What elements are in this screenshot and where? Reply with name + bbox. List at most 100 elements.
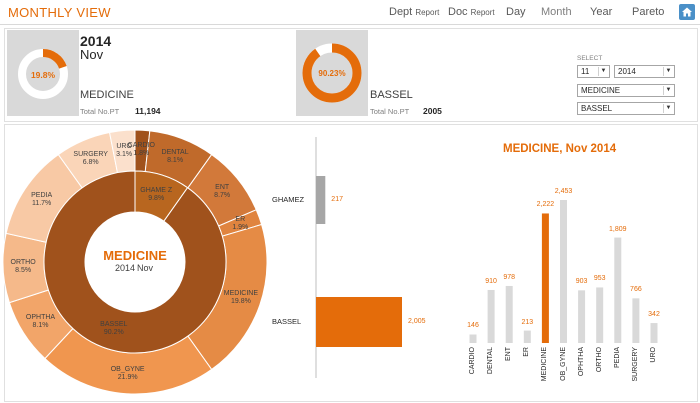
outer-label-name: ORTHO: [10, 259, 36, 267]
select-label: SELECT: [577, 55, 603, 62]
summary-month: Nov: [80, 47, 104, 62]
department-bar-category-label: ER: [523, 347, 531, 357]
sunburst-center-title: MEDICINE: [103, 248, 167, 263]
department-bar-cardio: [469, 334, 477, 343]
doctor-bar-value-label: 2,005: [408, 318, 426, 325]
doctor-bar-ghamez: [316, 176, 326, 224]
nav-day-label: Day: [506, 6, 526, 18]
department-bar-ortho: [596, 287, 604, 343]
nav-dept-report[interactable]: Dept Report: [389, 6, 439, 18]
department-bar-category-label: OB_GYNE: [559, 347, 567, 381]
sunburst-center: [85, 212, 185, 312]
outer-label-name: MEDICINE: [223, 290, 259, 298]
nav-doc-sub: Report: [470, 8, 495, 17]
nav-doc-label: Doc: [448, 6, 468, 18]
nav-dept-sub: Report: [415, 8, 440, 17]
nav-pareto[interactable]: Pareto: [632, 6, 664, 18]
doctor-share-label: 90.23%: [318, 69, 346, 78]
department-bar-surgery: [632, 298, 640, 343]
department-bar-value-label: 766: [630, 286, 642, 294]
outer-label: OB_GYNE 21.9%: [111, 366, 145, 382]
department-bar-value-label: 1,809: [609, 225, 627, 233]
doctor-total-label: Total No.PT: [370, 107, 410, 116]
outer-label-name: OB_GYNE: [110, 365, 145, 373]
department-bar-category-label: PEDIA: [613, 347, 621, 369]
doctor-bar-category-label: GHAMEZ: [272, 195, 305, 204]
month-select-value: 11: [581, 67, 590, 76]
sunburst-center-month: Nov: [137, 263, 154, 273]
department-bar-value-label: 978: [503, 273, 516, 281]
home-icon[interactable]: [679, 4, 695, 20]
top-bar: MONTHLY VIEW Dept Report Doc Report Day …: [0, 0, 700, 25]
outer-label-value: 8.1%: [32, 322, 49, 330]
outer-label-value: 19.8%: [230, 298, 251, 306]
inner-label-name: BASSEL: [100, 320, 128, 328]
month-select[interactable]: 11 ▼: [577, 65, 610, 78]
department-bar-value-label: 342: [648, 311, 660, 319]
dept-total-value: 11,194: [135, 106, 161, 116]
chevron-down-icon: ▼: [663, 67, 673, 76]
doctor-bar-category-label: BASSEL: [272, 317, 302, 326]
chevron-down-icon: ▼: [598, 67, 608, 76]
doctor-select[interactable]: BASSEL ▼: [577, 102, 675, 115]
department-bar-value-label: 2,222: [536, 201, 555, 209]
outer-label: CARDIO 1.8%: [128, 142, 155, 158]
outer-label: ER 1.9%: [232, 216, 248, 232]
nav-month[interactable]: Month: [541, 6, 572, 18]
department-bar-category-label: SURGERY: [631, 347, 639, 382]
outer-label-value: 21.9%: [117, 373, 138, 381]
department-bar-ent: [505, 285, 513, 343]
outer-label-value: 1.9%: [232, 223, 249, 231]
outer-label-value: 8.7%: [214, 191, 231, 199]
dept-share-donut: [18, 49, 68, 99]
chevron-down-icon: ▼: [663, 104, 673, 113]
department-select[interactable]: MEDICINE ▼: [577, 84, 675, 97]
nav-year-label: Year: [590, 6, 613, 18]
outer-label-value: 8.5%: [15, 267, 32, 275]
outer-label: URO 3.1%: [116, 143, 132, 159]
outer-label-value: 6.8%: [82, 159, 99, 167]
outer-label-name: CARDIO: [127, 142, 155, 150]
outer-label-name: OPHTHA: [25, 314, 56, 322]
inner-slice-bassel: [43, 170, 227, 354]
department-select-value: MEDICINE: [581, 86, 621, 95]
doctor-share-tile: 90.23%: [296, 30, 368, 116]
outer-label: OPHTHA 8.1%: [26, 314, 55, 330]
department-bar-value-label: 146: [467, 322, 479, 330]
department-bar-category-label: ENT: [505, 347, 513, 361]
department-bar-value-label: 213: [521, 318, 534, 326]
doctor-bar-value-label: 217: [331, 196, 343, 203]
outer-label: PEDIA 11.7%: [31, 192, 52, 208]
outer-label: ENT 8.7%: [214, 184, 230, 200]
department-bar-dental: [487, 289, 495, 343]
department-bar-value-label: 2,453: [554, 188, 573, 195]
department-bar-category-label: OPHTHA: [577, 347, 585, 377]
department-bar-value-label: 953: [593, 275, 606, 283]
year-select[interactable]: 2014 ▼: [614, 65, 675, 78]
department-bar-medicine: [541, 213, 549, 343]
nav-day[interactable]: Day: [506, 6, 526, 18]
department-bar-category-label: URO: [650, 347, 657, 363]
outer-label: DENTAL 8.1%: [162, 149, 189, 165]
nav-year[interactable]: Year: [590, 6, 612, 18]
outer-label-name: ER: [235, 215, 246, 223]
outer-label-name: DENTAL: [161, 149, 189, 157]
department-bar-chart-title: MEDICINE, Nov 2014: [503, 143, 617, 155]
outer-label-value: 3.1%: [116, 150, 133, 158]
department-bar-value-label: 903: [575, 278, 588, 286]
department-bar-pedia: [614, 237, 622, 343]
dept-name: MEDICINE: [80, 89, 134, 101]
nav-pareto-label: Pareto: [632, 6, 665, 18]
outer-label-name: URO: [116, 142, 132, 150]
doctor-total-value: 2005: [423, 106, 442, 116]
outer-label-value: 8.1%: [167, 157, 184, 165]
nav-month-label: Month: [541, 6, 572, 18]
department-bar-category-label: DENTAL: [487, 347, 495, 375]
department-bar-category-label: CARDIO: [469, 347, 476, 375]
inner-label: GHAME Z 9.8%: [140, 187, 172, 203]
department-bar-ophtha: [578, 290, 586, 343]
nav-doc-report[interactable]: Doc Report: [448, 6, 495, 18]
